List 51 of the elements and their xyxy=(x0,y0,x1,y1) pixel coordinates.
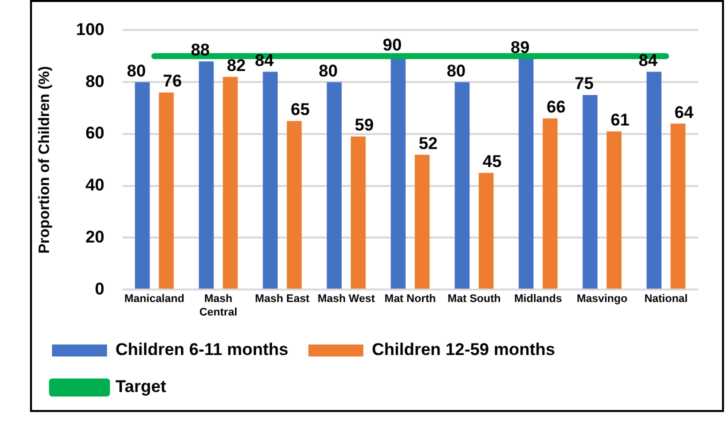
data-label: 52 xyxy=(418,134,438,153)
bar xyxy=(478,172,494,289)
bar xyxy=(286,120,302,289)
x-tick-label: National xyxy=(644,293,688,306)
bar xyxy=(606,131,622,289)
x-tick-label: Manicaland xyxy=(124,293,184,306)
bar xyxy=(222,76,238,289)
data-label: 80 xyxy=(126,61,146,80)
x-tick-label: Midlands xyxy=(514,293,562,306)
bar xyxy=(134,82,150,289)
bar xyxy=(326,82,342,289)
y-tick-label: 60 xyxy=(85,124,104,143)
data-label: 82 xyxy=(226,56,246,76)
bar xyxy=(518,58,534,289)
x-tick-label: Mat South xyxy=(448,293,501,306)
y-tick-label: 80 xyxy=(85,72,104,91)
x-tick-label: Mash Central xyxy=(199,293,238,318)
y-axis-title: Proportion of Children (%) xyxy=(36,66,54,254)
x-tick-label: Mash West xyxy=(318,293,376,306)
bar xyxy=(670,124,686,289)
bar xyxy=(350,136,366,289)
data-label: 90 xyxy=(382,35,402,54)
legend-label: Children 6-11 months xyxy=(116,340,288,360)
bar xyxy=(646,72,662,289)
data-label: 80 xyxy=(446,61,466,80)
data-label: 80 xyxy=(318,61,338,80)
x-tick-label: Mash East xyxy=(255,293,310,306)
y-tick-label: 20 xyxy=(85,227,104,246)
data-label: 75 xyxy=(574,74,594,94)
bar xyxy=(414,154,430,289)
bar xyxy=(582,95,598,289)
data-label: 45 xyxy=(482,152,502,172)
data-label: 89 xyxy=(510,38,530,57)
legend-label: Target xyxy=(116,377,167,396)
bar xyxy=(454,82,470,289)
bar xyxy=(542,118,558,289)
data-label: 64 xyxy=(674,102,694,122)
y-tick-label: 40 xyxy=(85,176,104,195)
data-label: 65 xyxy=(290,100,310,120)
y-tick-label: 0 xyxy=(94,279,104,298)
data-label: 59 xyxy=(354,116,374,135)
x-tick-label: Mat North xyxy=(384,293,436,306)
data-label: 66 xyxy=(546,98,566,117)
legend-label: Children 12-59 months xyxy=(372,340,556,360)
data-label: 76 xyxy=(162,72,182,91)
data-label: 61 xyxy=(610,110,630,130)
bar xyxy=(262,72,278,289)
x-tick-label: Masvingo xyxy=(576,293,628,306)
bar xyxy=(158,92,174,289)
y-tick-label: 100 xyxy=(76,20,104,39)
bar xyxy=(198,61,214,289)
